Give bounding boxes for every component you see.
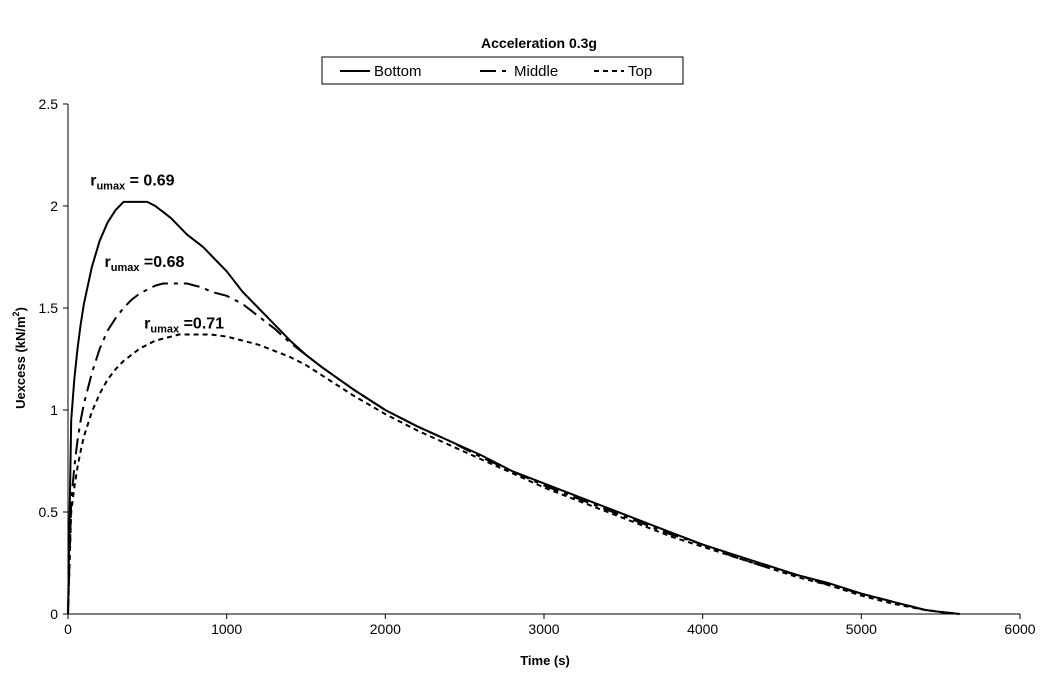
x-tick-label: 3000	[528, 621, 559, 637]
annotation-label: rumax =0.68	[104, 254, 184, 274]
x-tick-label: 2000	[370, 621, 401, 637]
chart-title: Acceleration 0.3g	[481, 35, 597, 51]
annotation-subscript: umax	[96, 181, 126, 193]
y-tick-label: 1	[50, 402, 58, 418]
y-tick-label: 2.5	[39, 96, 59, 112]
annotation-label: rumax =0.71	[144, 315, 224, 335]
y-axis-label-tail: )	[13, 307, 28, 311]
y-tick-label: 0	[50, 606, 58, 622]
annotation-symbol: r	[144, 315, 150, 332]
y-axis-label: Uexcess (kN/m2)	[11, 307, 28, 409]
annotation-subscript: umax	[150, 323, 180, 335]
series-line-bottom	[67, 200, 960, 615]
x-tick-label: 4000	[687, 621, 718, 637]
x-axis-label: Time (s)	[520, 653, 570, 668]
y-axis-label-sup: 2	[11, 311, 21, 316]
legend-label-middle: Middle	[514, 63, 558, 80]
y-axis-label-main: Uexcess (kN/m	[13, 316, 28, 409]
annotation-subscript: umax	[111, 262, 141, 274]
x-tick-label: 5000	[846, 621, 877, 637]
x-tick-label: 0	[64, 621, 72, 637]
series-line-top	[67, 333, 960, 615]
annotation-value: = 0.69	[125, 173, 174, 190]
y-tick-label: 2	[50, 198, 58, 214]
y-tick-label: 1.5	[39, 300, 59, 316]
legend-label-bottom: Bottom	[374, 63, 422, 80]
legend: Bottom Middle Top	[321, 56, 684, 85]
series-line-middle	[67, 282, 960, 615]
x-tick-label: 1000	[211, 621, 242, 637]
annotation-label: rumax = 0.69	[90, 173, 174, 193]
y-tick-label: 0.5	[39, 504, 59, 520]
legend-label-top: Top	[628, 63, 652, 80]
x-tick-label: 6000	[1004, 621, 1035, 637]
annotation-symbol: r	[90, 173, 96, 190]
annotation-value: =0.71	[179, 315, 224, 332]
annotation-value: =0.68	[139, 254, 184, 271]
annotation-symbol: r	[104, 254, 110, 271]
